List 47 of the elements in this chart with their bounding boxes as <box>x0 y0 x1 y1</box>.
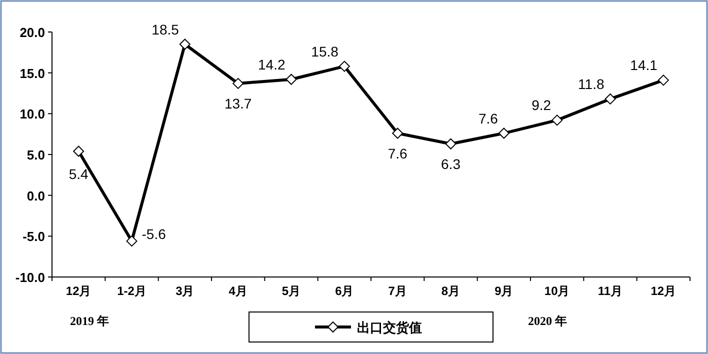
y-tick-label: -5.0 <box>22 229 45 244</box>
data-label: 7.6 <box>388 145 408 162</box>
x-tick-label: 5月 <box>282 284 301 298</box>
y-tick-label: 10.0 <box>20 106 45 122</box>
text: 2020 年 <box>528 314 567 328</box>
x-tick-label: 1-2月 <box>117 284 146 298</box>
text: 2019 年 <box>70 314 109 328</box>
point <box>286 74 297 85</box>
data-label: 9.2 <box>532 97 552 114</box>
y-tick-label: -10.0 <box>15 270 45 285</box>
point <box>338 60 350 72</box>
data-label: 18.5 <box>152 21 180 38</box>
point <box>232 78 244 89</box>
x-tick-label: 9月 <box>494 284 514 298</box>
point <box>73 146 84 157</box>
data-label: 13.7 <box>224 95 252 112</box>
data-label: 15.8 <box>311 43 339 60</box>
data-label: 6.3 <box>441 156 461 172</box>
legend: 出口交货值 <box>248 312 494 342</box>
x-tick-label: 11月 <box>598 284 623 298</box>
point <box>179 38 190 50</box>
data-label: -5.6 <box>142 226 166 242</box>
x-tick-label: 6月 <box>335 284 354 298</box>
x-tick-label: 12月 <box>66 284 92 298</box>
point <box>552 114 563 126</box>
data-label: 14.2 <box>258 56 286 72</box>
x-tick-label: 3月 <box>176 284 194 298</box>
legend-label: 出口交货值 <box>357 320 422 335</box>
y-tick-label: 5.0 <box>26 148 45 162</box>
data-label: 11.8 <box>578 76 604 92</box>
x-tick-label: 4月 <box>228 284 248 298</box>
point <box>445 138 456 150</box>
point <box>126 236 138 247</box>
point <box>604 93 616 104</box>
x-tick-label: 7月 <box>388 284 407 298</box>
x-tick-label: 8月 <box>441 284 460 298</box>
x-tick-label: 12月 <box>650 284 676 298</box>
x-tick-label: 10月 <box>544 284 570 298</box>
data-label: 14.1 <box>630 57 658 74</box>
data-label: 7.6 <box>478 110 498 126</box>
y-tick-label: 20.0 <box>20 25 45 40</box>
point <box>392 128 404 139</box>
data-label: 5.4 <box>68 166 89 182</box>
y-tick-label: 15.0 <box>20 66 45 81</box>
point <box>498 128 510 139</box>
y-tick-label: 0.0 <box>26 188 45 204</box>
point <box>658 74 669 86</box>
